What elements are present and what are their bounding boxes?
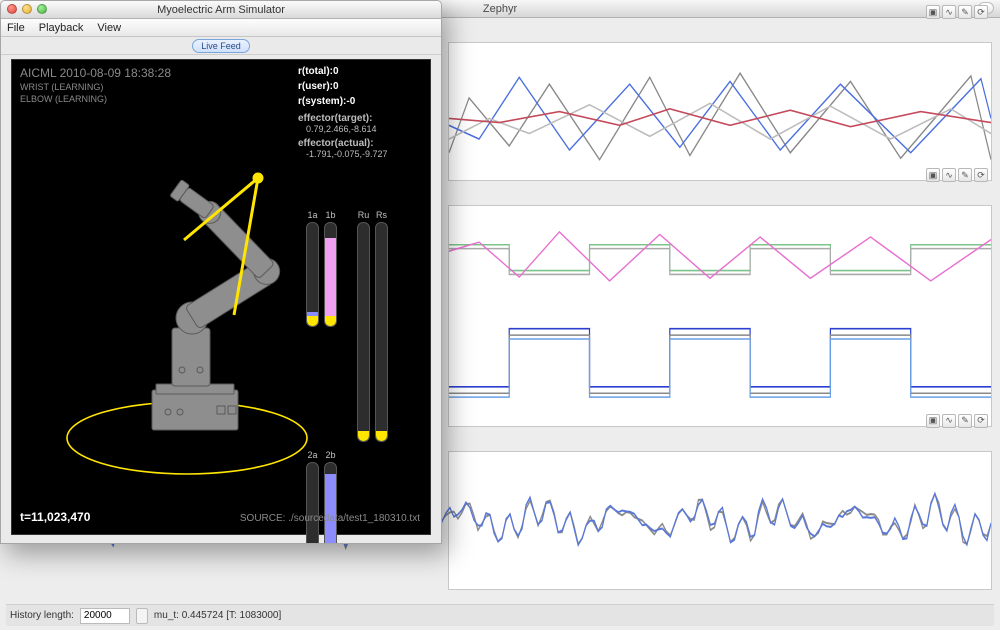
status-bar: History length: mu_t: 0.445724 [T: 10830… [6,604,994,626]
chart-tool-icon[interactable]: ∿ [942,5,956,19]
menu-bar: File Playback View [1,19,441,37]
chart-tool-icon[interactable]: ▣ [926,168,940,182]
close-icon[interactable] [7,4,17,14]
menu-view[interactable]: View [97,22,121,34]
history-stepper[interactable] [136,608,148,624]
minimize-icon[interactable] [22,4,32,14]
chart-tool-icon[interactable]: ▣ [926,5,940,19]
chart-tool-icon[interactable]: ∿ [942,414,956,428]
source-path: SOURCE: ./sourcedata/test1_180310.txt [240,513,420,524]
chart-tool-icon[interactable]: ⟳ [974,168,988,182]
t-counter: t=11,023,470 [20,510,90,524]
chart1-toolbar: ▣ ∿ ✎ ⟳ [926,5,988,21]
chart-tool-icon[interactable]: ✎ [958,414,972,428]
live-feed-button[interactable]: Live Feed [192,39,250,53]
mu-t-readout: mu_t: 0.445724 [T: 1083000] [154,610,281,621]
zephyr-title: Zephyr [483,3,517,15]
chart-tool-icon[interactable]: ∿ [942,168,956,182]
toolbar-row: Live Feed [1,37,441,55]
zoom-icon[interactable] [37,4,47,14]
chart2-toolbar: ▣ ∿ ✎ ⟳ [926,168,988,184]
simulator-titlebar[interactable]: Myoelectric Arm Simulator [1,1,441,19]
chart3-toolbar: ▣ ∿ ✎ ⟳ [926,414,988,430]
chart-panel-3[interactable] [448,451,992,590]
chart-tool-icon[interactable]: ⟳ [974,414,988,428]
history-length-input[interactable] [80,608,130,624]
simulator-window[interactable]: Myoelectric Arm Simulator File Playback … [0,0,442,544]
menu-file[interactable]: File [7,22,25,34]
history-length-label: History length: [10,610,74,621]
chart-area: ▣ ∿ ✎ ⟳ ▣ ∿ ✎ ⟳ ▣ ∿ ✎ ⟳ [448,22,992,590]
signal-bars: 1a 1b Ru Rs 2a 2b [306,210,388,544]
chart-tool-icon[interactable]: ⟳ [974,5,988,19]
traffic-lights [7,4,47,14]
chart-tool-icon[interactable]: ✎ [958,168,972,182]
simulator-title: Myoelectric Arm Simulator [157,4,285,16]
chart-panel-2[interactable] [448,205,992,427]
simulator-viewport[interactable]: AICML 2010-08-09 18:38:28 WRIST (LEARNIN… [11,59,431,535]
chart-panel-1[interactable] [448,42,992,181]
menu-playback[interactable]: Playback [39,22,84,34]
chart-tool-icon[interactable]: ▣ [926,414,940,428]
chart-tool-icon[interactable]: ✎ [958,5,972,19]
